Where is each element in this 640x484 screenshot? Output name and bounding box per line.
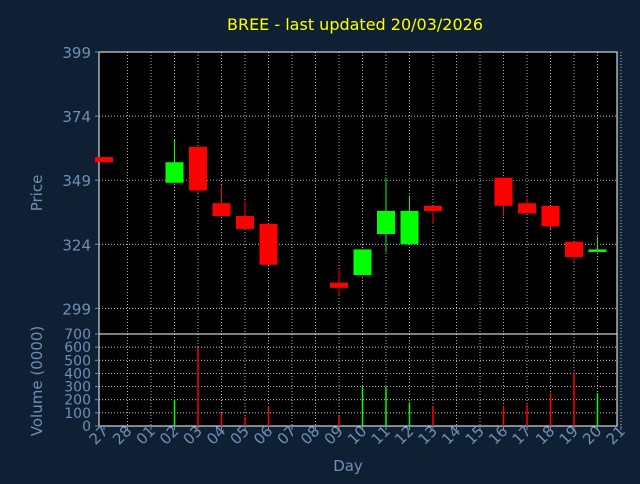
volume-bar [244, 416, 246, 426]
x-ticks: 2728010203040506070809101112131415161718… [86, 422, 629, 448]
volume-bars [173, 347, 599, 426]
volume-bar [338, 415, 340, 426]
volume-bar [220, 412, 223, 426]
volume-bar [432, 406, 434, 426]
candle-body [95, 157, 113, 163]
volume-tick-label: 200 [64, 393, 91, 409]
volume-bar [385, 386, 387, 426]
price-tick-label: 299 [62, 300, 91, 318]
volume-tick-label: 100 [64, 406, 91, 422]
x-axis-label: Day [333, 457, 363, 475]
chart-title: BREE - last updated 20/03/2026 [227, 15, 483, 34]
price-plot-area [98, 51, 618, 335]
volume-axis-label: Volume (0000) [28, 326, 46, 436]
volume-bar [173, 399, 176, 426]
volume-tick-label: 0 [82, 419, 91, 435]
volume-bar [267, 406, 270, 426]
candle-body [189, 146, 207, 191]
volume-bar [526, 404, 528, 426]
price-axis-label: Price [28, 175, 46, 212]
volume-bar [502, 406, 505, 426]
volume-bar [596, 393, 599, 426]
candle-body [424, 205, 442, 211]
price-grid [99, 52, 622, 334]
candlesticks [95, 139, 607, 296]
candle-body [330, 282, 348, 288]
candle-body [541, 205, 560, 227]
price-tick-label: 324 [62, 236, 91, 254]
volume-bar [408, 402, 411, 426]
volume-tick-label: 300 [64, 380, 91, 396]
price-tick-label: 399 [62, 44, 91, 62]
candle-body [353, 249, 372, 276]
candle-body [565, 241, 583, 258]
candle-body [518, 203, 536, 214]
volume-bar [573, 372, 575, 426]
price-y-ticks: 399 374 349 324 299 [62, 44, 99, 318]
candle-body [377, 210, 395, 235]
candle-body [259, 223, 278, 265]
candle-body [212, 203, 231, 217]
candle-body [494, 177, 513, 206]
volume-tick-label: 400 [64, 366, 91, 382]
volume-grid [99, 334, 622, 426]
volume-bar [549, 393, 552, 426]
volume-plot-area [98, 333, 618, 427]
volume-bar [197, 347, 199, 426]
price-tick-label: 374 [62, 108, 91, 126]
volume-tick-label: 500 [64, 353, 91, 369]
price-tick-label: 349 [62, 172, 91, 190]
candle-body [588, 249, 607, 252]
candle-body [400, 210, 419, 245]
candle-body [236, 216, 254, 229]
volume-tick-label: 700 [64, 327, 91, 343]
volume-bar [361, 386, 364, 426]
candle-body [165, 162, 184, 183]
volume-tick-label: 600 [64, 340, 91, 356]
